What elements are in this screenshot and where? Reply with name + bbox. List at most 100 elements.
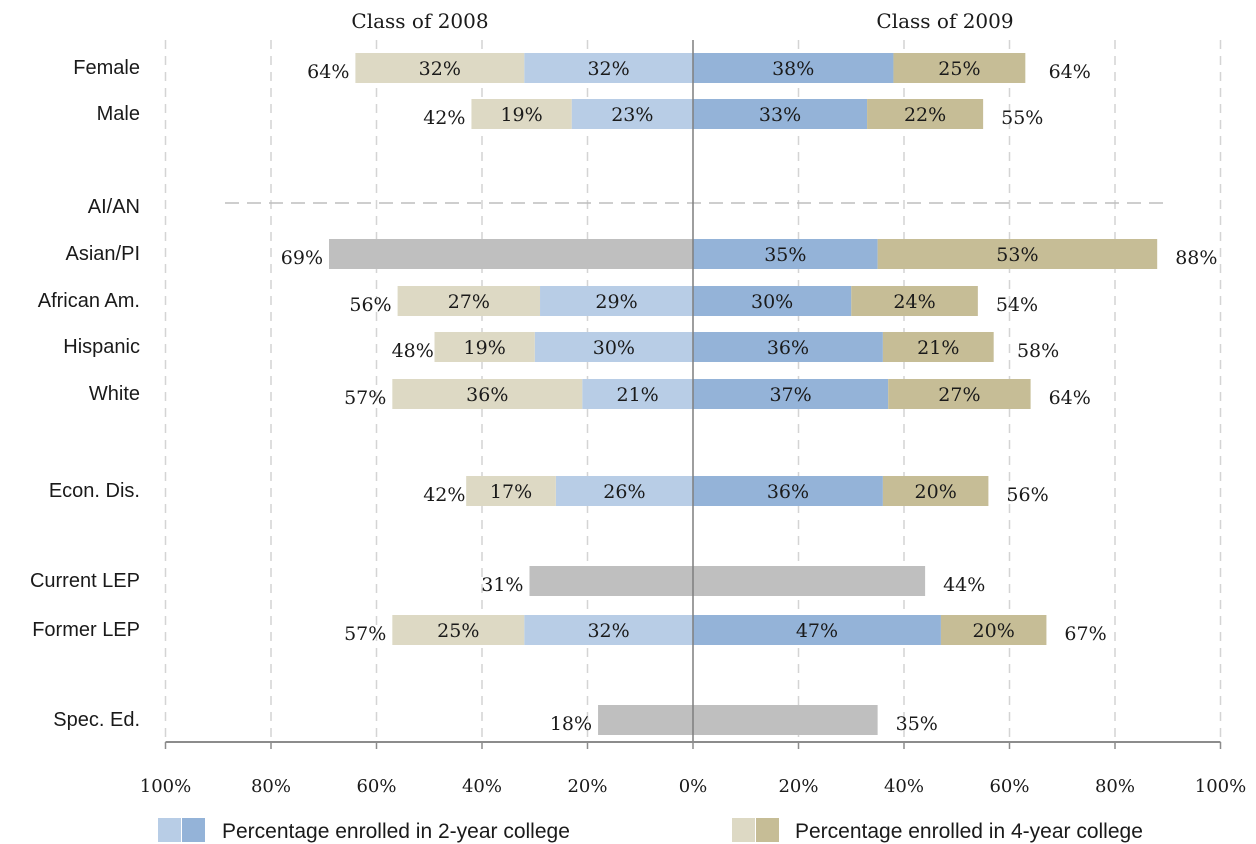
label-2008-total: 31% [481,574,523,596]
label-2009-four-year: 24% [893,291,935,313]
row-label: Hispanic [63,336,140,358]
label-2009-four-year: 25% [938,58,980,80]
bar-2009-four-year [940,615,1047,645]
label-2008-four-year: 25% [437,620,479,642]
x-axis: 100% 80% 60% 40% 20% 0% 20% 40% 60% 80% 100% [140,40,1246,797]
label-2008-total: 57% [344,623,386,645]
bar-2008-two-year [582,379,693,409]
legend-label: Percentage enrolled in 4-year college [795,820,1143,843]
legend-swatch-2009 [182,818,205,842]
label-2009-two-year: 36% [767,337,809,359]
bar-2008-total [329,239,693,269]
label-2008-total: 56% [349,294,391,316]
label-2008-two-year: 23% [611,104,653,126]
bar-2008-total [529,566,693,596]
bar-2009-four-year [867,99,984,129]
label-2009-two-year: 36% [767,481,809,503]
bar-2009-two-year [693,615,941,645]
label-2009-total: 55% [1001,107,1043,129]
label-2008-four-year: 27% [448,291,490,313]
label-2009-four-year: 20% [915,481,957,503]
row-label: Econ. Dis. [49,480,140,502]
label-2008-two-year: 32% [587,620,629,642]
row-label: Current LEP [30,570,140,592]
bar-2009-two-year [693,286,852,316]
row-label: African Am. [38,290,140,312]
bar-2008-four-year [392,379,583,409]
label-2009-total: 54% [996,294,1038,316]
label-2009-two-year: 37% [769,384,811,406]
label-2009-four-year: 20% [973,620,1015,642]
label-2008-four-year: 32% [419,58,461,80]
x-tick-label: 0% [679,776,708,797]
x-tick-label: 60% [989,776,1029,797]
x-tick-label: 100% [140,776,191,797]
bar-2008-two-year [555,476,693,506]
panel-title-2008: Class of 2008 [351,9,488,33]
legend-label: Percentage enrolled in 2-year college [222,820,570,843]
label-2009-four-year: 53% [996,244,1038,266]
label-2008-total: 42% [423,107,465,129]
bar-2009-four-year [888,379,1031,409]
label-2008-two-year: 26% [603,481,645,503]
bar-2009-total [693,566,926,596]
bar-2008-two-year [534,332,693,362]
bar-2009-two-year [693,99,868,129]
label-2009-two-year: 38% [772,58,814,80]
row-label: AI/AN [88,196,140,218]
x-tick-label: 100% [1195,776,1246,797]
row-label: Male [97,103,140,125]
label-2008-two-year: 32% [587,58,629,80]
label-2009-total: 56% [1006,484,1048,506]
row-labels: Female Male AI/AN Asian/PI African Am. Hispan… [30,57,140,731]
x-tick-label: 80% [1095,776,1135,797]
bar-2008-two-year [571,99,693,129]
label-2009-total: 64% [1049,387,1091,409]
label-2009-four-year: 27% [938,384,980,406]
bar-2009-four-year [882,332,994,362]
bar-2009-two-year [693,239,878,269]
bar-2008-four-year [355,53,525,83]
bar-2009-two-year [693,332,883,362]
bar-2008-two-year [540,286,693,316]
label-2008-total: 69% [281,247,323,269]
bar-2008-total [598,705,693,735]
bar-2009-two-year [693,379,889,409]
label-2008-total: 64% [307,61,349,83]
x-tick-label: 80% [251,776,291,797]
label-2009-total: 64% [1049,61,1091,83]
label-2009-two-year: 30% [751,291,793,313]
x-tick-label: 40% [462,776,502,797]
label-2008-four-year: 19% [500,104,542,126]
bar-2009-two-year [693,476,883,506]
panel-title-2009: Class of 2009 [876,9,1013,33]
label-2009-four-year: 21% [917,337,959,359]
legend-swatch-2008 [158,818,181,842]
x-tick-label: 20% [778,776,818,797]
label-2008-total: 48% [392,340,434,362]
legend-swatch-2008 [732,818,755,842]
label-2008-two-year: 30% [593,337,635,359]
label-2008-four-year: 17% [490,481,532,503]
legend-swatch-2009 [756,818,779,842]
bars [329,53,1158,735]
legend: Percentage enrolled in 2-year college Per… [158,818,1143,843]
row-label: Former LEP [32,619,140,641]
bar-2008-four-year [466,476,556,506]
bar-2008-four-year [434,332,535,362]
label-2009-two-year: 35% [764,244,806,266]
label-2008-total: 18% [550,713,592,735]
label-2009-two-year: 47% [796,620,838,642]
bar-2008-four-year [471,99,572,129]
x-tick-label: 40% [884,776,924,797]
label-2009-total: 35% [896,713,938,735]
bar-2009-four-year [851,286,978,316]
label-2009-total: 58% [1017,340,1059,362]
label-2009-total: 44% [943,574,985,596]
label-2009-two-year: 33% [759,104,801,126]
x-tick-label: 20% [567,776,607,797]
bar-2008-two-year [524,53,693,83]
label-2009-total: 67% [1064,623,1106,645]
bar-2008-four-year [392,615,525,645]
